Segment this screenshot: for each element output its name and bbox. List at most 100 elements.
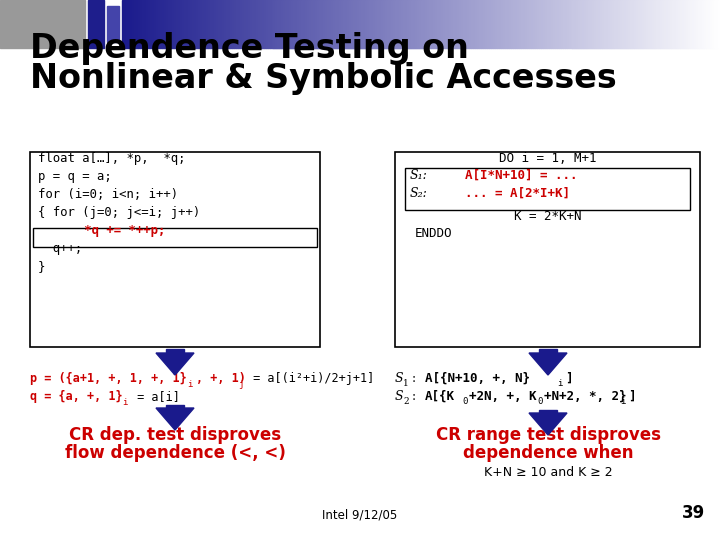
Bar (590, 0, 593, 48)
Bar (596, 0, 599, 48)
Text: ENDDO: ENDDO (415, 227, 452, 240)
Bar (126, 0, 128, 48)
Bar (287, 0, 290, 48)
Bar (455, 0, 457, 48)
Bar (551, 0, 553, 48)
Bar (361, 0, 364, 48)
Bar (372, 0, 374, 48)
Bar (174, 0, 176, 48)
Text: 39: 39 (682, 504, 705, 522)
Bar (578, 0, 581, 48)
Bar (647, 0, 649, 48)
Bar (603, 0, 605, 48)
Text: p = q = a;: p = q = a; (38, 170, 112, 183)
Bar (700, 0, 703, 48)
Bar (692, 0, 695, 48)
Bar (670, 0, 672, 48)
Bar (170, 0, 172, 48)
Bar (449, 0, 451, 48)
Text: S₁:: S₁: (410, 169, 428, 182)
Bar (439, 0, 441, 48)
Text: p = ({a+1, +, 1, +, 1}: p = ({a+1, +, 1, +, 1} (30, 372, 186, 385)
Bar (148, 0, 150, 48)
Bar (210, 0, 212, 48)
Bar (702, 0, 705, 48)
Bar (638, 0, 641, 48)
Polygon shape (156, 408, 194, 430)
Bar (369, 0, 372, 48)
Bar (401, 0, 403, 48)
Bar (562, 0, 565, 48)
Bar (595, 0, 597, 48)
Text: CR dep. test disproves: CR dep. test disproves (69, 426, 281, 444)
Bar (403, 0, 405, 48)
Bar (704, 0, 706, 48)
Bar (33, 228, 317, 247)
Bar (491, 0, 493, 48)
Text: Nonlinear & Symbolic Accesses: Nonlinear & Symbolic Accesses (30, 62, 617, 95)
Bar (606, 0, 609, 48)
Bar (216, 0, 218, 48)
Bar (385, 0, 387, 48)
Bar (178, 0, 180, 48)
Text: = a[i]: = a[i] (130, 390, 180, 403)
Bar (471, 0, 473, 48)
Bar (199, 0, 202, 48)
Bar (604, 0, 607, 48)
Bar (207, 0, 210, 48)
Bar (531, 0, 533, 48)
Text: { for (j=0; j<=i; j++): { for (j=0; j<=i; j++) (38, 206, 200, 219)
Bar (539, 410, 557, 413)
Text: , +, 1): , +, 1) (196, 372, 246, 385)
Bar (510, 0, 513, 48)
Bar (654, 0, 657, 48)
Bar (217, 0, 220, 48)
Polygon shape (529, 413, 567, 435)
Bar (544, 0, 547, 48)
Bar (567, 0, 569, 48)
Bar (269, 0, 272, 48)
Bar (300, 0, 302, 48)
Bar (292, 0, 294, 48)
Bar (546, 0, 549, 48)
Bar (258, 0, 260, 48)
Bar (242, 0, 244, 48)
Bar (668, 0, 670, 48)
Bar (295, 0, 298, 48)
Bar (557, 0, 559, 48)
Bar (660, 0, 662, 48)
Bar (0, 0, 85, 48)
Bar (347, 0, 350, 48)
Bar (166, 405, 184, 408)
Bar (158, 0, 161, 48)
Bar (684, 0, 687, 48)
Bar (107, 6, 119, 42)
Bar (526, 0, 529, 48)
Bar (181, 0, 184, 48)
Bar (666, 0, 669, 48)
Bar (650, 0, 653, 48)
Bar (351, 0, 354, 48)
Bar (569, 0, 571, 48)
Bar (138, 0, 140, 48)
Bar (518, 0, 521, 48)
Bar (214, 0, 216, 48)
Bar (357, 0, 360, 48)
Bar (682, 0, 685, 48)
Bar (489, 0, 491, 48)
Bar (311, 0, 314, 48)
Bar (196, 0, 198, 48)
Bar (266, 0, 268, 48)
Bar (500, 0, 503, 48)
Bar (375, 0, 378, 48)
Polygon shape (156, 353, 194, 375)
Bar (367, 0, 369, 48)
Bar (180, 0, 182, 48)
Bar (355, 0, 358, 48)
Bar (608, 0, 611, 48)
Bar (479, 0, 481, 48)
Bar (156, 0, 158, 48)
Bar (463, 0, 465, 48)
Text: +N+2, *, 2}: +N+2, *, 2} (544, 390, 626, 403)
Bar (172, 0, 174, 48)
